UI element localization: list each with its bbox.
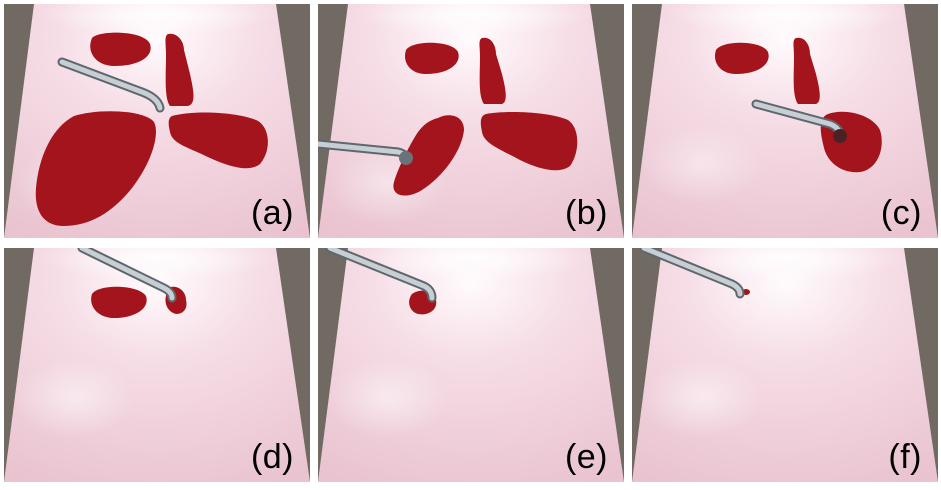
simulation-frame-a [4,4,310,238]
panel-d: (d) [4,248,310,482]
suction-tool-icon [77,248,177,303]
tray-reflection [14,358,134,438]
tray-highlight [353,4,593,36]
suction-tool-icon [318,139,413,165]
suction-tool-icon [57,57,165,113]
tray-highlight [667,4,907,36]
panel-label: (d) [250,438,294,476]
panel-label: (f) [888,438,922,476]
suction-tool-icon [325,248,437,303]
tray-reflection [328,358,448,438]
blood-pool [714,42,769,74]
simulation-frame-f [632,248,938,482]
panel-label: (a) [250,194,294,232]
blood-pool [90,32,151,66]
tray-highlight [667,248,907,280]
panel-label: (c) [880,194,922,232]
blood-pool [480,112,578,171]
suction-tool-icon [751,99,847,143]
panel-f: (f) [632,248,938,482]
blood-pool [393,115,464,196]
blood-pool [404,42,459,74]
blood-pool [35,111,156,226]
simulation-frame-e [318,248,624,482]
tray-reflection [642,124,762,204]
panel-c: (c) [632,4,938,238]
panel-a: (a) [4,4,310,238]
suction-tool-icon [639,248,745,299]
blood-pool [165,33,194,106]
blood-pool [479,37,506,104]
simulation-frame-b [318,4,624,238]
panel-e: (e) [318,248,624,482]
blood-pool [168,112,268,169]
tray-highlight [39,4,279,36]
panel-label: (e) [564,438,608,476]
blood-pool [91,286,147,318]
tray-reflection [642,358,762,438]
blood-pool [793,37,820,104]
tray-highlight [353,248,593,280]
panel-b: (b) [318,4,624,238]
panel-label: (b) [564,194,608,232]
simulation-frame-c [632,4,938,238]
simulation-frame-d [4,248,310,482]
